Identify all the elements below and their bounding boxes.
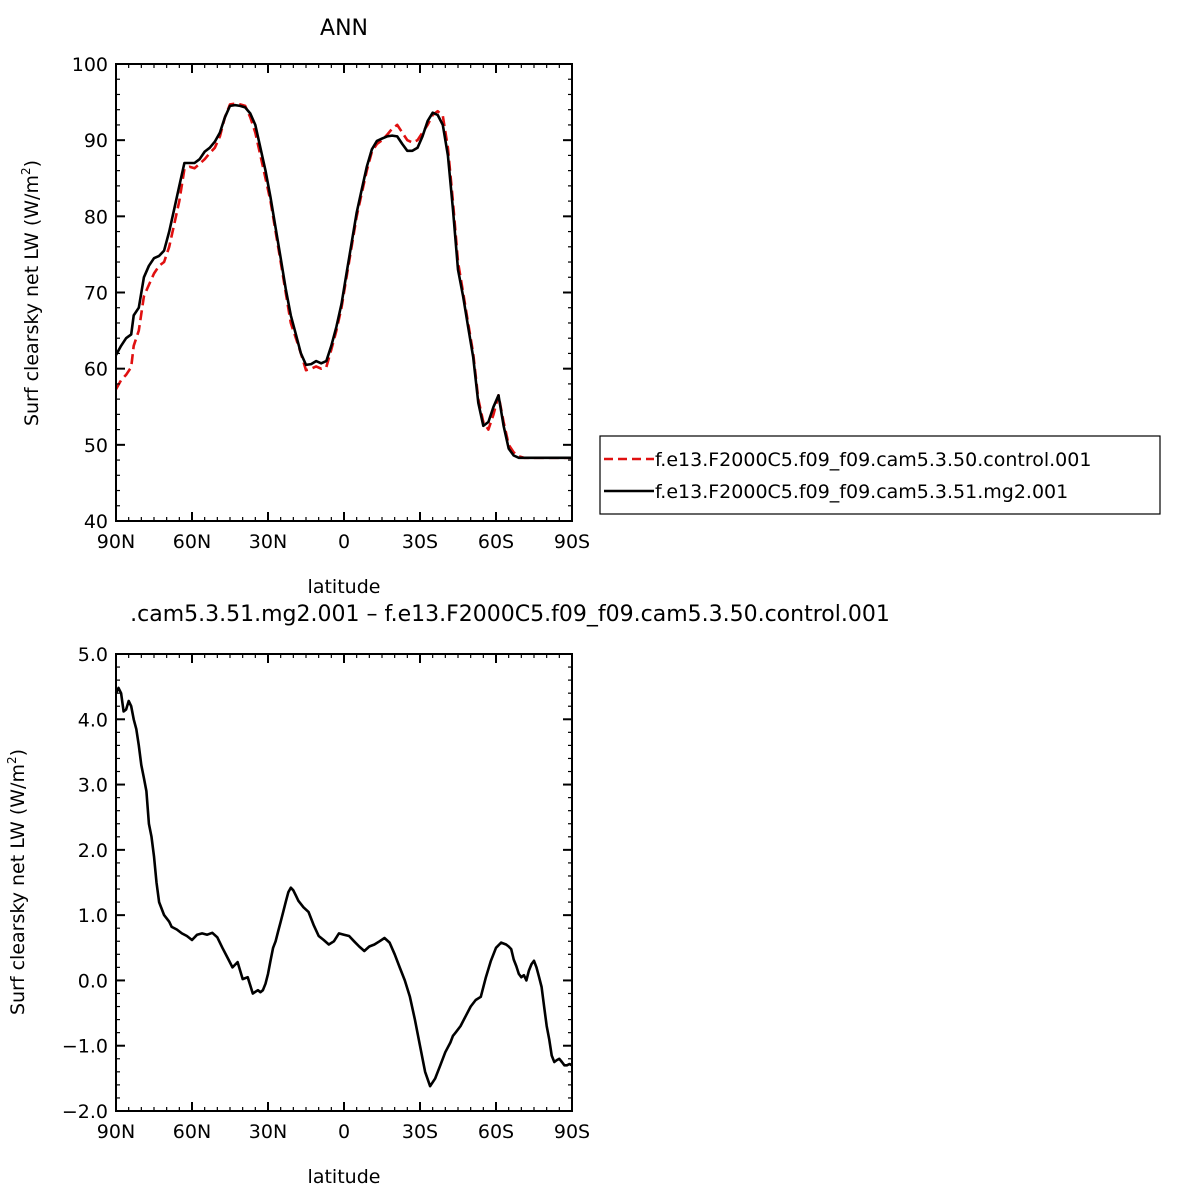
top-series-line-1 <box>114 103 572 460</box>
top-x-axis-label: latitude <box>308 576 381 598</box>
bottom-x-tick-label: 0 <box>338 1121 350 1143</box>
bottom-y-axis-label: Surf clearsky net LW (W/m2) <box>5 749 29 1015</box>
top-panel: ANN 90N 60N 30N 0 30S 60S 90S 40 50 60 70 80 90 100 l… <box>19 16 1161 598</box>
top-y-tick-label: 40 <box>84 511 108 533</box>
bottom-panel: .cam5.3.51.mg2.001 – f.e13.F2000C5.f09_f… <box>5 602 890 1188</box>
bottom-x-tick-label: 60N <box>173 1121 211 1143</box>
top-chart-title: ANN <box>320 16 368 41</box>
top-y-tick-label: 70 <box>84 283 108 305</box>
bottom-y-tick-label: 4.0 <box>78 709 108 731</box>
bottom-chart-title: .cam5.3.51.mg2.001 – f.e13.F2000C5.f09_f… <box>130 602 890 627</box>
bottom-x-tick-label: 30S <box>402 1121 438 1143</box>
top-x-tick-label: 0 <box>338 531 350 553</box>
bottom-y-tick-label: 0.0 <box>78 970 108 992</box>
top-y-tick-label: 80 <box>84 206 108 228</box>
bottom-y-tick-label: −2.0 <box>62 1101 108 1123</box>
top-x-tick-label: 90N <box>97 531 135 553</box>
bottom-plot-area: 90N 60N 30N 0 30S 60S 90S −2.0 −1.0 0.0 1.0 2.0 3.0 4… <box>62 644 590 1143</box>
bottom-series-line-0 <box>114 686 573 1088</box>
top-y-axis-label: Surf clearsky net LW (W/m2) <box>19 160 43 426</box>
top-x-tick-label: 90S <box>554 531 590 553</box>
bottom-y-tick-label: 2.0 <box>78 840 108 862</box>
top-y-tick-label: 50 <box>84 435 108 457</box>
bottom-x-tick-label: 90S <box>554 1121 590 1143</box>
top-x-tick-label: 60N <box>173 531 211 553</box>
bottom-x-axis-label: latitude <box>308 1166 381 1188</box>
bottom-y-tick-label: 1.0 <box>78 905 108 927</box>
bottom-x-tick-label: 90N <box>97 1121 135 1143</box>
top-y-tick-label: 100 <box>72 54 108 76</box>
bottom-x-tick-label: 30N <box>249 1121 287 1143</box>
top-y-tick-label: 90 <box>84 130 108 152</box>
top-x-tick-label: 30N <box>249 531 287 553</box>
legend-box <box>599 435 1161 515</box>
bottom-y-tick-label: 5.0 <box>78 644 108 666</box>
legend-label-control: f.e13.F2000C5.f09_f09.cam5.3.50.control.… <box>655 449 1091 471</box>
legend: f.e13.F2000C5.f09_f09.cam5.3.50.control.… <box>599 435 1161 515</box>
bottom-x-tick-label: 60S <box>478 1121 514 1143</box>
bottom-y-tick-label: 3.0 <box>78 775 108 797</box>
legend-label-mg2: f.e13.F2000C5.f09_f09.cam5.3.51.mg2.001 <box>655 481 1068 503</box>
top-plot-area: 90N 60N 30N 0 30S 60S 90S 40 50 60 70 80 90 100 <box>72 54 590 553</box>
top-x-tick-label: 60S <box>478 531 514 553</box>
top-y-tick-label: 60 <box>84 359 108 381</box>
top-x-tick-label: 30S <box>402 531 438 553</box>
bottom-plot-frame <box>115 653 573 1112</box>
bottom-y-tick-label: −1.0 <box>62 1036 108 1058</box>
